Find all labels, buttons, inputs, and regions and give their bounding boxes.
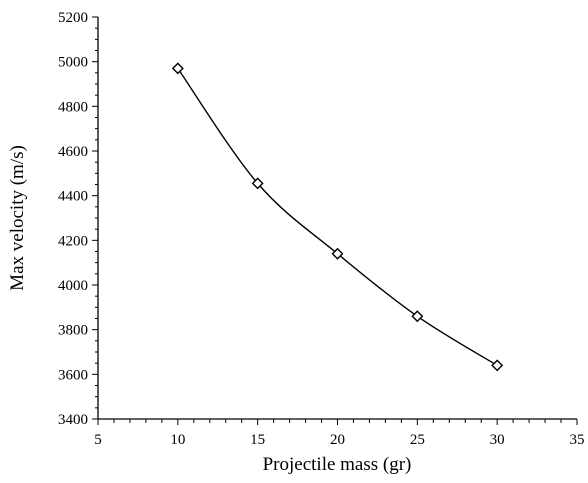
y-tick-label: 3600 bbox=[58, 367, 88, 383]
data-point-marker bbox=[491, 359, 504, 372]
x-tick-label: 25 bbox=[410, 432, 425, 448]
y-tick-label: 4000 bbox=[58, 278, 88, 294]
x-tick-label: 10 bbox=[170, 432, 185, 448]
y-tick-label: 5200 bbox=[58, 10, 88, 26]
y-tick-label: 4200 bbox=[58, 233, 88, 249]
plot-area: 5 10 15 20 25 30 35 3400 3600 3800 4000 4200 4400 460… bbox=[58, 10, 585, 448]
y-tick-label: 3800 bbox=[58, 323, 88, 339]
x-tick-label: 15 bbox=[250, 432, 265, 448]
x-tick-label: 20 bbox=[330, 432, 345, 448]
y-tick-label: 4400 bbox=[58, 189, 88, 205]
y-tick-label: 4800 bbox=[58, 99, 88, 115]
data-point-marker bbox=[331, 247, 344, 260]
x-axis-title: Projectile mass (gr) bbox=[263, 454, 412, 475]
data-point-marker bbox=[411, 310, 424, 323]
y-tick-label: 3400 bbox=[58, 412, 88, 428]
y-axis-title: Max velocity (m/s) bbox=[7, 145, 28, 291]
x-tick-label: 35 bbox=[570, 432, 585, 448]
x-tick-label: 30 bbox=[490, 432, 505, 448]
data-point-marker bbox=[171, 62, 184, 75]
data-point-marker bbox=[251, 177, 264, 190]
y-tick-label: 5000 bbox=[58, 55, 88, 71]
series-line bbox=[177, 67, 498, 366]
x-tick-label: 5 bbox=[94, 432, 102, 448]
y-tick-label: 4600 bbox=[58, 144, 88, 160]
